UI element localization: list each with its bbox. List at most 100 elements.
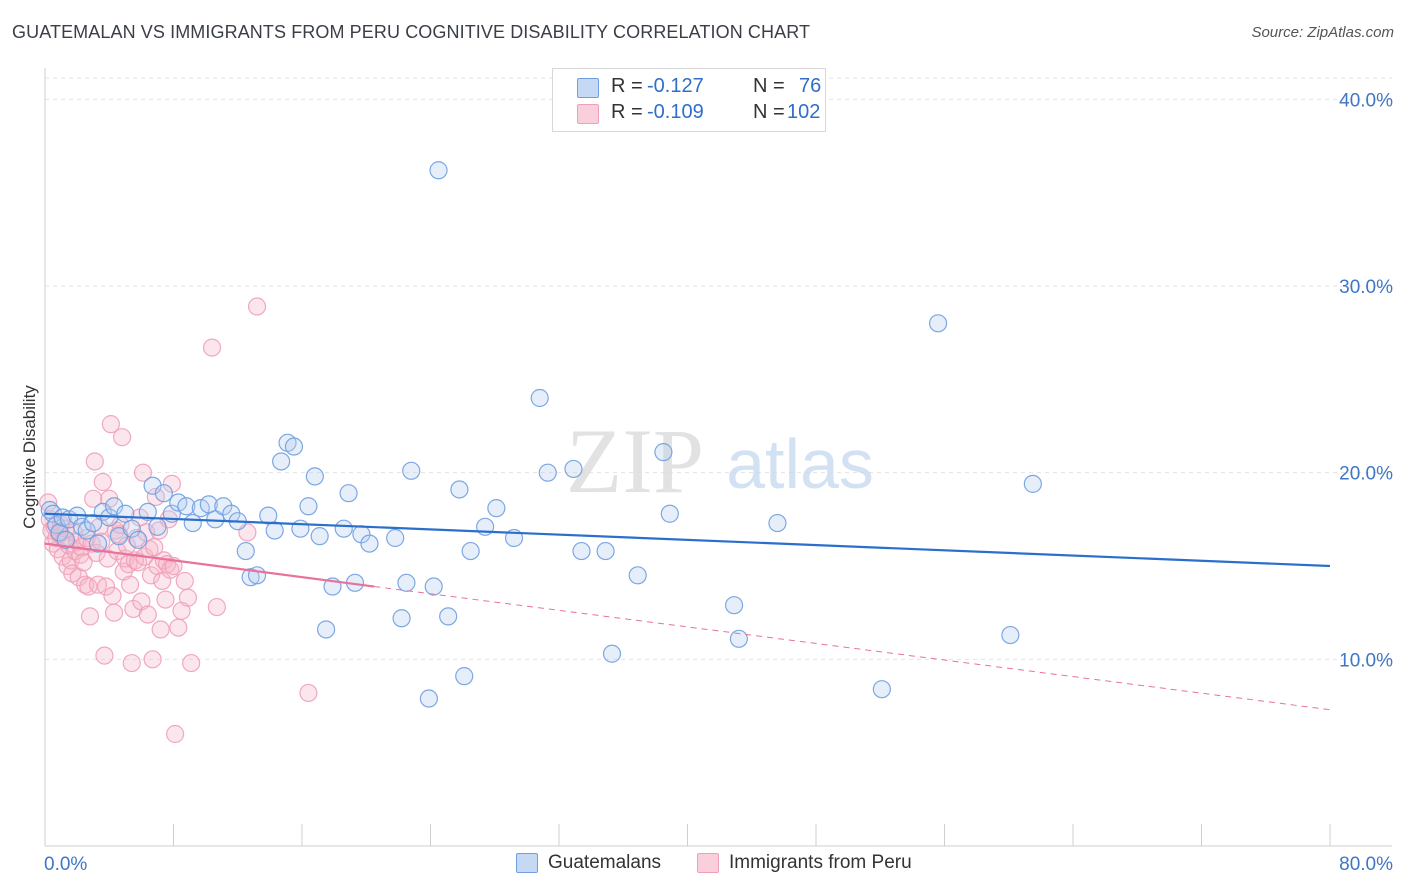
peru-point [104,603,124,622]
peru-point [141,566,161,585]
guatemalan-point [729,629,749,648]
tick-labels: 10.0% 20.0% 30.0% 40.0% 0.0% 80.0% [44,90,1393,875]
legend-r-label: R = [611,75,643,97]
x-tick-label: 0.0% [44,854,87,875]
guatemalan-point [928,314,948,333]
peru-point [207,597,226,617]
watermark-atlas: atlas [726,425,874,503]
watermark: ZIP atlas [566,410,874,512]
bottom-legend-label: Immigrants from Peru [729,852,912,873]
guatemalan-point [596,541,615,561]
watermark-zip: ZIP [566,410,704,512]
peru-trend-extension [374,586,1331,711]
guatemalan-point [461,541,480,561]
guatemalan-point [386,528,405,548]
guatemalan-point [564,459,583,479]
chart-title: GUATEMALAN VS IMMIGRANTS FROM PERU COGNI… [12,22,811,42]
guatemalan-point [88,534,108,553]
peru-point [122,653,141,673]
guatemalan-point [455,667,474,686]
guatemalan-point [310,527,329,546]
guatemalan-point [572,541,591,561]
guatemalan-point [402,461,421,480]
legend-n-value: 76 [799,75,822,97]
guatemalan-point [129,530,148,549]
bottom-legend-label: Guatemalans [548,852,662,873]
peru-point [112,428,132,447]
peru-point [299,683,318,703]
guatemalan-point [602,644,622,663]
legend-r-label: R = [611,101,643,123]
guatemalan-trend-line [44,512,1331,568]
peru-point [80,607,100,626]
peru-point [84,489,103,508]
guatemalan-point [872,680,891,699]
guatemalan-point [339,484,358,503]
y-tick-label: 10.0% [1339,650,1393,671]
guatemalan-point [538,463,557,482]
y-tick-label: 30.0% [1339,277,1393,298]
guatemalan-point [487,499,506,518]
peru-point [103,586,122,605]
peru-trend-line [44,542,375,588]
guatemalan-point [334,519,353,538]
peru-point [178,588,198,607]
legend-n-label: N = [753,75,785,97]
guatemalan-point [768,513,787,533]
peru-point [169,618,188,637]
guatemalan-point [50,523,69,542]
guatemalan-point [392,609,411,628]
peru-point [98,549,117,568]
guatemalan-point [305,467,324,486]
guatemalan-point [236,541,255,561]
peru-points [39,297,318,744]
peru-point [143,650,162,669]
legend-n-label: N = [753,101,785,123]
peru-point [182,653,201,673]
guatemalan-point [148,517,167,536]
peru-point [96,577,116,596]
peru-point [95,646,114,665]
peru-point [133,463,153,482]
peru-point [121,575,140,594]
bottom-swatch-guatemalans [516,853,538,873]
guatemalan-point [316,620,336,639]
guatemalan-point [299,497,318,516]
peru-point [138,605,157,624]
guatemalan-point [419,689,438,708]
guatemalan-point [183,513,202,533]
trend-lines [44,512,1331,711]
guatemalan-point [154,484,173,503]
legend-r-value: -0.109 [647,101,704,123]
guatemalan-point [241,568,260,587]
guatemalan-point [628,566,647,585]
x-tick-label: 80.0% [1339,854,1393,875]
correlation-legend: R = -0.127 N = 76 R = -0.109 N = 102 [552,68,826,132]
peru-point [247,297,267,316]
guatemalan-point [272,452,291,471]
y-tick-label: 20.0% [1339,464,1393,485]
guatemalan-point [439,607,458,626]
guatemalan-point [450,480,469,499]
guatemalan-point [56,530,75,549]
guatemalan-point [177,497,196,516]
legend-r-value: -0.127 [647,75,704,97]
guatemalan-point [424,577,443,596]
guatemalan-points [40,161,1042,708]
peru-point [145,538,164,557]
y-tick-label: 40.0% [1339,90,1393,111]
guatemalan-point [360,534,379,553]
guatemalan-point [1023,474,1042,493]
legend-n-value: 102 [787,101,821,123]
peru-point [76,575,95,594]
y-axis-label: Cognitive Disability [20,385,39,529]
peru-point [151,620,170,639]
legend-swatch-guatemalans [577,78,599,98]
guatemalan-point [660,504,679,523]
guatemalan-point [530,388,549,408]
guatemalan-point [1001,625,1020,645]
legend-swatch-peru [577,104,599,124]
guatemalan-point [291,519,310,538]
guatemalan-point [265,521,284,540]
